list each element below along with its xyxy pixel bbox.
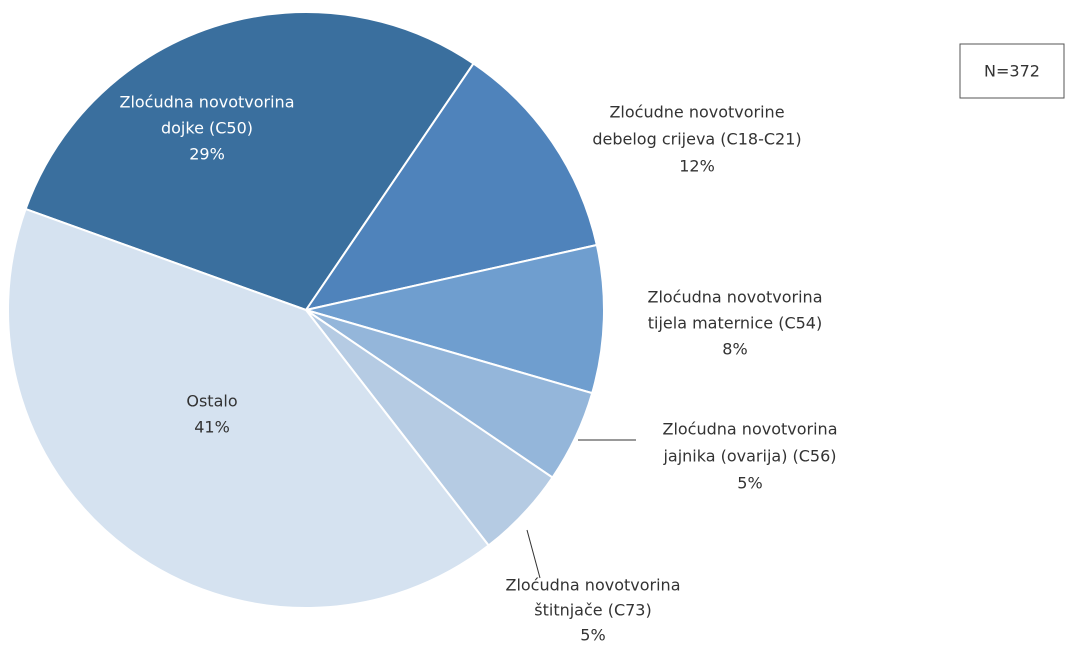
slice-label: jajnika (ovarija) (C56) (662, 447, 836, 466)
pie-slice (7, 207, 491, 609)
slice-label: Zloćudna novotvorina (505, 576, 680, 595)
slice-label: debelog crijeva (C18-C21) (592, 130, 801, 149)
slice-label: Ostalo (186, 392, 237, 411)
value-label: 5% (580, 626, 605, 645)
annotation: N=372 (984, 62, 1040, 81)
pie-slice (305, 243, 605, 395)
value-label: 12% (679, 157, 715, 176)
pie-slice (24, 11, 475, 312)
slice-label: štitnjače (C73) (534, 601, 651, 620)
value-label: 41% (194, 418, 230, 437)
slice-label: Zloćudne novotvorine (609, 103, 784, 122)
annotation-box (959, 43, 1065, 99)
slice-label: tijela maternice (C54) (648, 314, 822, 333)
value-label: 5% (737, 474, 762, 493)
leader-line (526, 529, 541, 579)
slice-label: dojke (C50) (161, 119, 253, 138)
pie-slice (303, 62, 599, 312)
value-label: 29% (189, 145, 225, 164)
slice-label: Zloćudna novotvorina (647, 288, 822, 307)
value-label: 8% (722, 340, 747, 359)
slice-label: Zloćudna novotvorina (662, 420, 837, 439)
slice-label: Zloćudna novotvorina (119, 93, 294, 112)
